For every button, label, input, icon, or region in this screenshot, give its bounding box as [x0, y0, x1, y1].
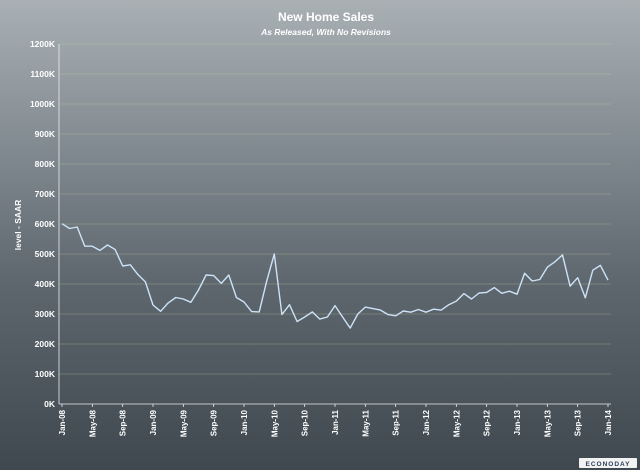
x-tick-label: Jan-12	[422, 409, 431, 435]
logo-text: ECONODAY	[586, 461, 631, 468]
x-tick-label: May-13	[543, 409, 552, 437]
y-tick-label: 200K	[35, 339, 56, 349]
x-tick-label: Sep-11	[392, 409, 401, 435]
x-axis-ticks: Jan-08 May-08 Sep-08 Jan-09 May-09 Sep-09 Jan-…	[58, 404, 613, 437]
x-tick-label: May-12	[452, 409, 461, 437]
y-tick-label: 1100K	[30, 69, 55, 79]
y-tick-label: 700K	[35, 189, 56, 199]
x-tick-label: Sep-12	[483, 409, 492, 436]
gridlines	[59, 43, 611, 375]
y-tick-label: 100K	[35, 369, 56, 379]
x-tick-label: Jan-14	[604, 409, 613, 435]
y-tick-label: 0K	[44, 399, 56, 409]
chart-subtitle: As Released, With No Revisions	[260, 27, 391, 37]
x-tick-label: May-10	[270, 409, 279, 437]
x-tick-label: Sep-08	[119, 409, 128, 436]
x-tick-label: May-09	[179, 409, 188, 437]
y-tick-label: 1200K	[30, 39, 56, 49]
y-tick-label: 300K	[35, 309, 56, 319]
x-tick-label: Jan-10	[240, 409, 249, 435]
y-tick-label: 500K	[35, 249, 56, 259]
y-tick-label: 900K	[35, 129, 56, 139]
y-tick-label: 1000K	[30, 99, 56, 109]
x-tick-label: Jan-09	[149, 409, 158, 435]
y-axis-label: level - SAAR	[13, 200, 23, 251]
series-layer	[61, 223, 609, 329]
x-tick-label: Jan-11	[331, 409, 340, 434]
x-tick-label: Jan-13	[513, 409, 522, 435]
chart-title: New Home Sales	[278, 10, 374, 24]
x-tick-label: Sep-10	[301, 409, 310, 436]
x-tick-label: May-08	[88, 409, 97, 437]
x-tick-label: May-11	[361, 409, 370, 436]
x-tick-label: Sep-09	[210, 409, 219, 436]
y-tick-label: 800K	[35, 159, 56, 169]
x-tick-label: Jan-08	[58, 409, 67, 435]
econoday-logo: ECONODAY	[579, 458, 637, 468]
series-line	[61, 223, 609, 329]
x-tick-label: Sep-13	[574, 409, 583, 436]
y-tick-label: 400K	[35, 279, 56, 289]
y-axis-ticks: 0K 100K 200K 300K 400K 500K 600K 700K 800K 900K 10…	[30, 39, 56, 409]
y-tick-label: 600K	[35, 219, 56, 229]
